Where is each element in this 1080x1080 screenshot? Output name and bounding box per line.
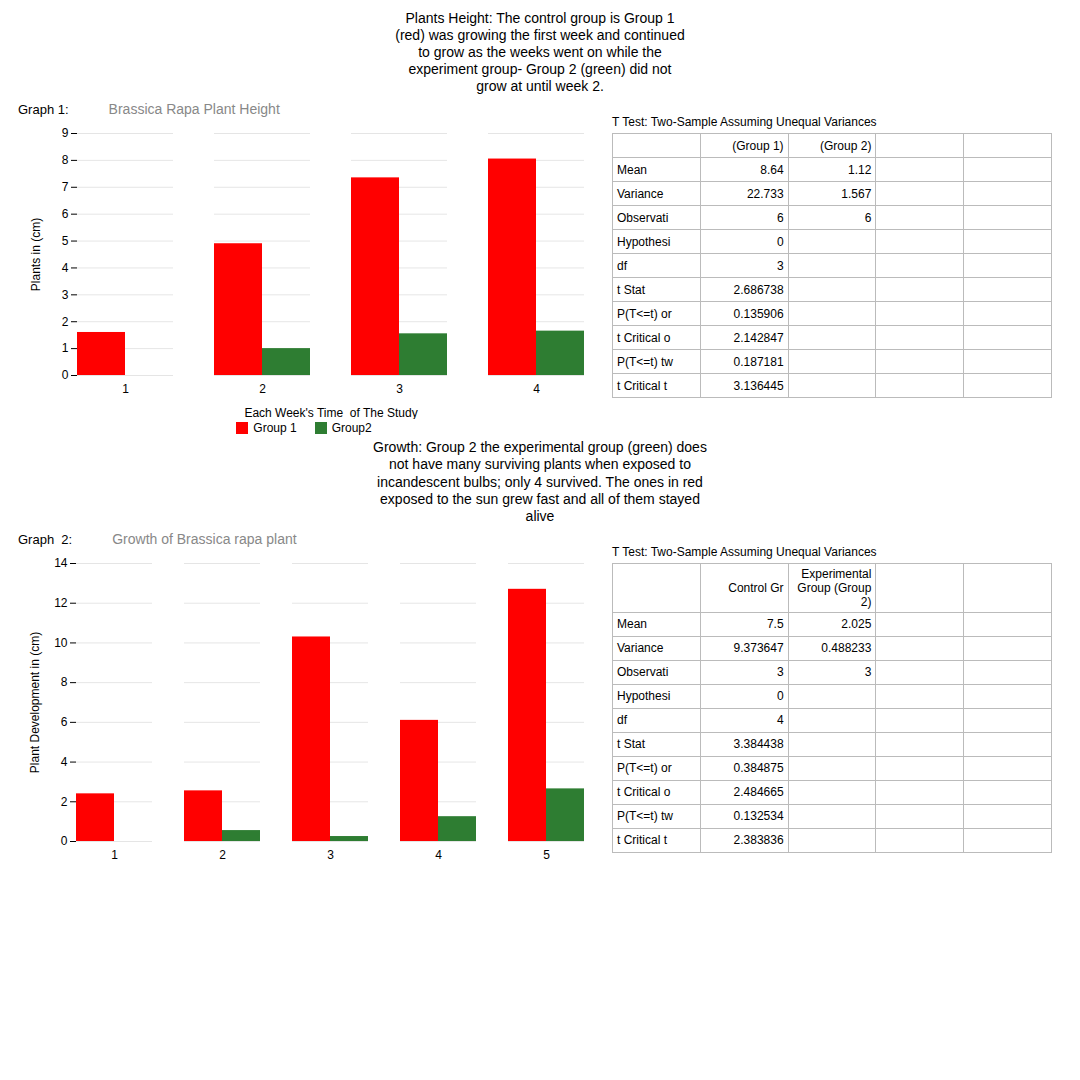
svg-text:3: 3 [62,288,69,302]
html-text:Observati: Observati [617,665,669,680]
svg-text:Each Week's Time of The Study: Each Week's Time of The Study [244,406,417,420]
html-text:2.025: 2.025 [841,617,872,632]
svg-text:5: 5 [543,848,550,862]
html-text:Observati: Observati [617,210,669,225]
html-text:P(T<=t) tw: P(T<=t) tw [617,809,673,824]
html-text:0.135906: 0.135906 [733,306,784,321]
html-text:Control Gr: Control Gr [728,580,784,595]
html-text:2.142847: 2.142847 [733,330,784,345]
html-text:T Test: Two-Sample Assuming Un: T Test: Two-Sample Assuming Unequal Vari… [612,115,877,130]
html-text:3: 3 [776,665,784,680]
html-text:1.567: 1.567 [841,186,872,201]
html-text:T Test: Two-Sample Assuming Un: T Test: Two-Sample Assuming Unequal Vari… [612,544,877,559]
html-text:6: 6 [776,210,784,225]
html-text:t Stat: t Stat [617,282,645,297]
html-text:Growth: Group 2 the experiment: Growth: Group 2 the experimental group (… [373,439,707,524]
svg-text:2: 2 [62,315,69,329]
html-text:Growth of Brassica rapa plant: Growth of Brassica rapa plant [112,530,297,547]
html-text:2.686738: 2.686738 [733,282,784,297]
html-text:Group 1: Group 1 [253,421,297,436]
svg-text:4: 4 [62,261,69,275]
svg-text:0: 0 [62,369,69,383]
html-text:Graph 2:: Graph 2: [18,531,73,547]
html-text:t Critical o: t Critical o [617,330,671,345]
html-text:(Group 1): (Group 1) [732,138,784,153]
html-text:Experimental Group (Group 2): Experimental Group (Group 2) [797,566,875,609]
html-text:3.136445: 3.136445 [733,378,784,393]
svg-text:8: 8 [62,154,69,168]
html-text:7.5: 7.5 [766,617,784,632]
html-text:Graph 1:: Graph 1: [18,102,69,118]
svg-text:10: 10 [54,636,68,650]
html-text:P(T<=t) tw: P(T<=t) tw [617,354,673,369]
html-text:22.733: 22.733 [746,186,784,201]
html-text:6: 6 [864,210,872,225]
html-text:Group2: Group2 [331,421,372,436]
html-text:4: 4 [776,713,784,728]
html-text:t Critical t: t Critical t [617,378,667,393]
svg-text:4: 4 [435,848,442,862]
html-text:Brassica Rapa Plant Height: Brassica Rapa Plant Height [108,101,280,118]
svg-text:Plants in (cm): Plants in (cm) [29,218,43,291]
html-text:Hypothesi: Hypothesi [617,234,671,249]
svg-text:4: 4 [61,755,68,769]
html-text:t Critical t: t Critical t [617,833,667,848]
svg-text:6: 6 [61,715,68,729]
html-text:df: df [617,713,627,728]
svg-text:7: 7 [62,181,69,195]
html-text:df: df [617,258,627,273]
html-text:1.12: 1.12 [848,162,872,177]
svg-text:4: 4 [533,382,540,396]
html-text:3: 3 [776,258,784,273]
html-text:3.384438: 3.384438 [733,737,784,752]
html-text:t Stat: t Stat [617,737,645,752]
svg-text:9: 9 [62,127,69,141]
html-text:0.187181: 0.187181 [733,354,784,369]
svg-text:Plant Development in (cm): Plant Development in (cm) [28,632,42,773]
svg-text:3: 3 [327,848,334,862]
html-text:t Critical o: t Critical o [617,785,671,800]
svg-text:2: 2 [61,794,68,808]
svg-text:2: 2 [219,848,226,862]
svg-text:6: 6 [62,207,69,221]
html-text:Mean: Mean [617,617,647,632]
html-text:2.484665: 2.484665 [733,785,784,800]
html-text:9.373647: 9.373647 [733,641,784,656]
html-text:8.64: 8.64 [760,162,784,177]
svg-text:14: 14 [54,556,68,570]
html-text:Mean: Mean [617,162,647,177]
svg-text:5: 5 [62,234,69,248]
html-text:Variance: Variance [617,641,664,656]
html-text:0.384875: 0.384875 [733,761,784,776]
svg-text:8: 8 [61,675,68,689]
html-text:0: 0 [776,689,784,704]
svg-text:1: 1 [122,382,129,396]
html-text:3: 3 [864,665,872,680]
html-text:Plants Height: The control gro: Plants Height: The control group is Grou… [395,10,685,95]
svg-text:0: 0 [61,834,68,848]
html-text:P(T<=t) or: P(T<=t) or [617,761,672,776]
html-text:0: 0 [776,234,784,249]
html-text:P(T<=t) or: P(T<=t) or [617,306,672,321]
html-text:0.132534: 0.132534 [733,809,784,824]
svg-text:1: 1 [62,342,69,356]
html-text:Variance: Variance [617,186,664,201]
svg-text:2: 2 [259,382,266,396]
html-text:(Group 2): (Group 2) [820,138,872,153]
html-text:Hypothesi: Hypothesi [617,689,671,704]
svg-text:3: 3 [396,382,403,396]
html-text:2.383836: 2.383836 [733,833,784,848]
svg-text:1: 1 [111,848,118,862]
svg-text:12: 12 [54,596,68,610]
html-text:0.488233: 0.488233 [821,641,872,656]
